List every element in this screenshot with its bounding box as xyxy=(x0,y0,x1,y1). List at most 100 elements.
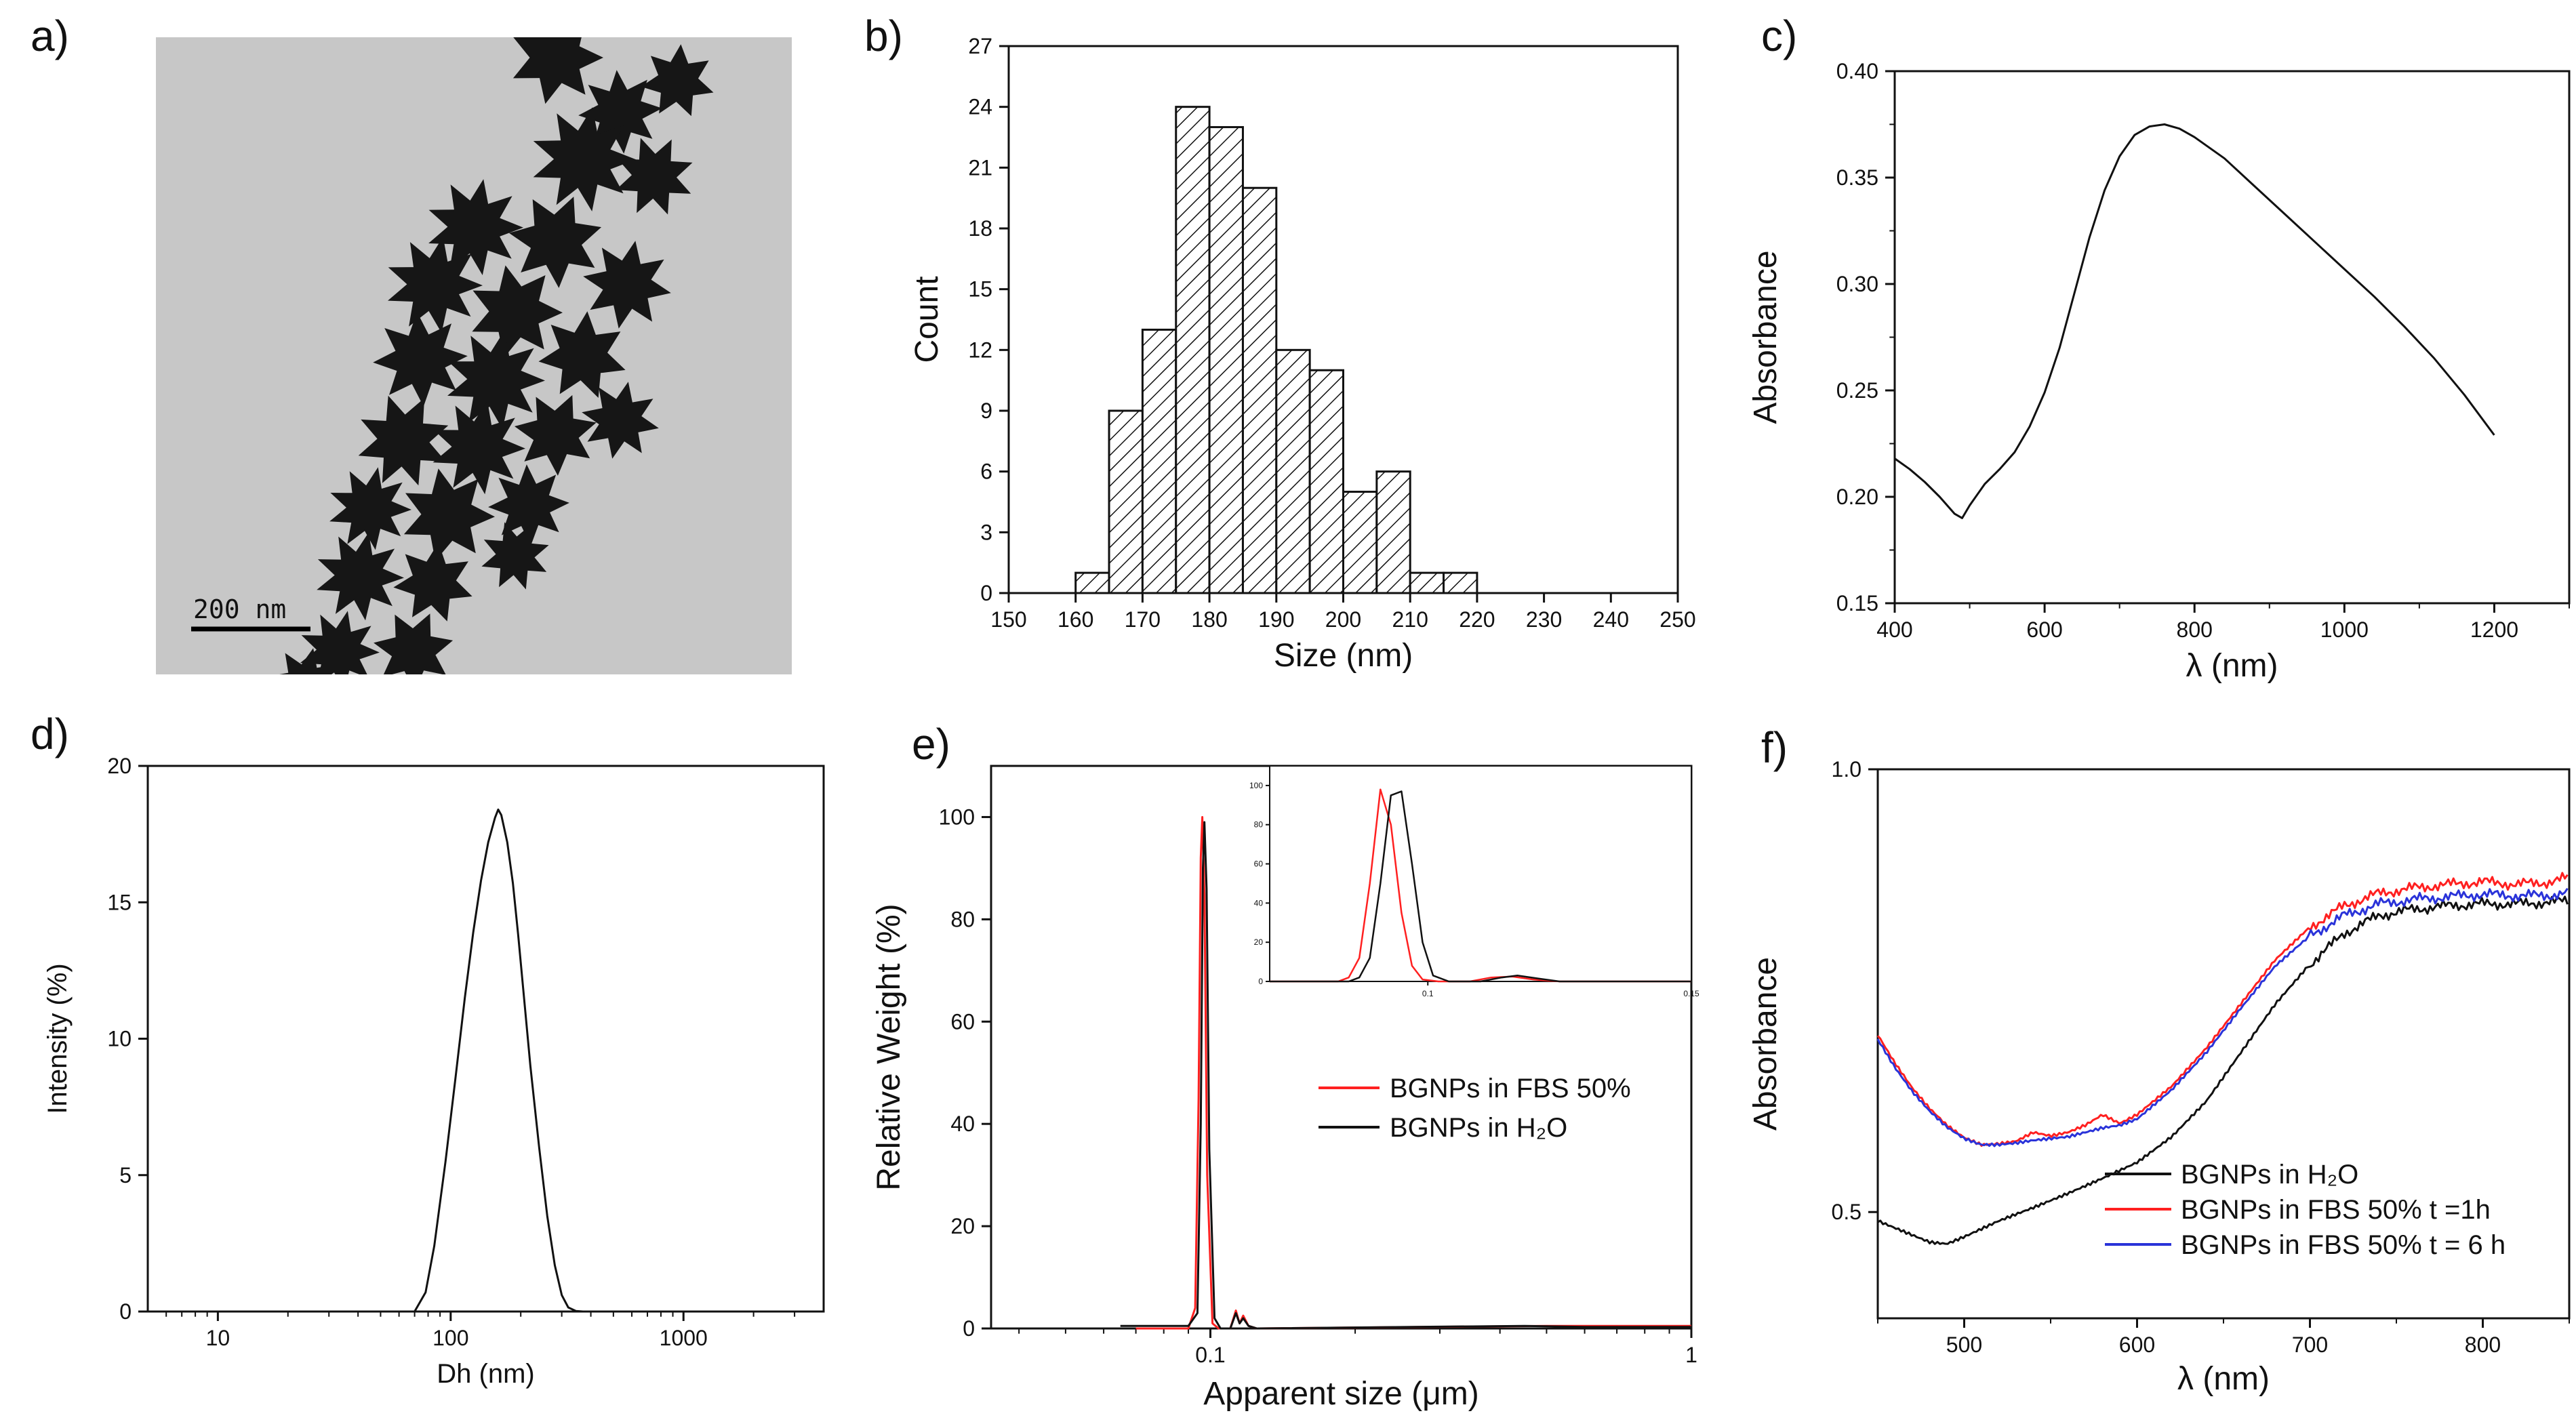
y-tick-label: 24 xyxy=(968,95,992,119)
nanostar xyxy=(641,44,714,117)
panel-d-label: d) xyxy=(31,710,69,758)
nanostar xyxy=(279,648,337,674)
legend-label: BGNPs in FBS 50% xyxy=(1390,1074,1631,1103)
x-tick-label: 1 xyxy=(1685,1343,1697,1367)
histogram-bar xyxy=(1074,571,1110,594)
x-tick-label: 250 xyxy=(1659,607,1695,632)
inset-x-tick-label: 0.1 xyxy=(1422,989,1434,998)
nanostar-cluster xyxy=(279,37,714,674)
x-tick-label: 220 xyxy=(1459,607,1495,632)
legend-label: BGNPs in H₂O xyxy=(2181,1160,2358,1190)
x-axis-label: λ (nm) xyxy=(2186,648,2278,684)
x-tick-label: 200 xyxy=(1325,607,1361,632)
inset-water-line xyxy=(1270,790,1691,983)
y-tick-label: 60 xyxy=(950,1009,975,1034)
x-tick-label: 240 xyxy=(1593,607,1629,632)
nanostar xyxy=(358,395,449,486)
x-axis-label: Dh (nm) xyxy=(437,1359,534,1389)
nanostar xyxy=(393,542,472,622)
fbs-1h-line xyxy=(1876,872,2569,1147)
y-tick-label: 0.20 xyxy=(1836,485,1878,509)
histogram-bar xyxy=(1443,571,1478,594)
x-tick-label: 150 xyxy=(990,607,1026,632)
nanostar xyxy=(329,467,411,550)
histogram-bar xyxy=(1275,348,1311,594)
x-tick-label: 180 xyxy=(1191,607,1227,632)
nanostar xyxy=(374,613,454,674)
y-tick-label: 0.35 xyxy=(1836,165,1878,190)
y-axis-label: Intensity (%) xyxy=(43,963,73,1114)
nanostar xyxy=(578,70,662,154)
nanostar xyxy=(373,312,468,407)
nanostar xyxy=(538,311,626,398)
x-tick-label: 800 xyxy=(2465,1333,2501,1357)
y-tick-label: 0.40 xyxy=(1836,59,1878,83)
histogram-bar xyxy=(1208,126,1244,594)
nanostar xyxy=(583,241,671,329)
legend-label: BGNPs in FBS 50% t = 6 h xyxy=(2181,1230,2505,1260)
nanostar xyxy=(317,532,404,621)
x-tick-label: 0.1 xyxy=(1195,1343,1225,1367)
y-tick-label: 100 xyxy=(939,805,975,829)
panel-c-label: c) xyxy=(1761,12,1797,60)
y-tick-label: 0 xyxy=(963,1316,975,1341)
tem-micrograph: 200 nm xyxy=(156,37,792,674)
x-tick-label: 1200 xyxy=(2470,617,2518,642)
histogram-bar xyxy=(1409,571,1445,594)
water-abs-line xyxy=(1877,895,2569,1245)
y-axis-label: Count xyxy=(909,276,945,363)
panel-f-label: f) xyxy=(1761,723,1788,772)
x-tick-label: 800 xyxy=(2177,617,2213,642)
y-tick-label: 40 xyxy=(950,1112,975,1136)
y-tick-label: 6 xyxy=(980,460,992,484)
x-tick-label: 160 xyxy=(1058,607,1093,632)
nanostar xyxy=(428,179,523,275)
y-tick-label: 15 xyxy=(107,890,132,914)
x-tick-label: 1000 xyxy=(660,1326,708,1350)
dls-intensity: 10 100 1000 0 5 10 15 20 Dh (nm) Intensity (%) xyxy=(43,754,825,1389)
inset-y-tick-label: 40 xyxy=(1254,898,1264,908)
histogram-bar xyxy=(1108,409,1144,594)
y-tick-label: 0.5 xyxy=(1832,1200,1861,1224)
y-tick-label: 0.15 xyxy=(1836,591,1878,615)
histogram-bar xyxy=(1308,369,1345,594)
nanostar xyxy=(388,237,483,333)
y-tick-label: 15 xyxy=(968,277,992,302)
nanostar xyxy=(403,468,495,561)
nanostar xyxy=(447,330,545,430)
nanostar xyxy=(472,265,563,358)
histogram-bar xyxy=(1141,328,1178,594)
y-axis-label: Absorbance xyxy=(1748,250,1784,424)
y-tick-label: 20 xyxy=(107,754,132,778)
histogram-size: 150 160 170 180 190 200 210 220 230 240 250 0 3 6 9 12 1… xyxy=(909,34,1696,674)
y-tick-label: 12 xyxy=(968,338,992,362)
y-axis-label: Absorbance xyxy=(1748,957,1784,1131)
nanostar xyxy=(432,401,525,495)
y-tick-label: 0.30 xyxy=(1836,272,1878,296)
plot-frame xyxy=(1893,70,2571,605)
plot-frame xyxy=(146,765,825,1313)
y-tick-label: 1.0 xyxy=(1832,757,1861,781)
spectrum-line xyxy=(1894,123,2495,519)
nanostar xyxy=(582,382,659,459)
x-tick-label: 1000 xyxy=(2320,617,2369,642)
x-tick-label: 170 xyxy=(1125,607,1161,632)
inset-fbs-line xyxy=(1270,788,1691,983)
legend-label: BGNPs in H₂O xyxy=(1390,1113,1567,1143)
y-tick-label: 5 xyxy=(119,1163,132,1187)
water-line xyxy=(1120,821,1691,1330)
inset-x-tick-label: 0.15 xyxy=(1683,989,1699,998)
nanostar xyxy=(616,138,693,215)
nanostar xyxy=(300,611,380,674)
x-axis-label: Apparent size (μm) xyxy=(1203,1376,1478,1412)
histogram-bar xyxy=(1241,186,1278,594)
x-tick-label: 100 xyxy=(432,1326,468,1350)
inset-frame xyxy=(1269,765,1692,982)
inset-y-tick-label: 20 xyxy=(1254,937,1264,947)
inset-y-tick-label: 60 xyxy=(1254,859,1264,869)
nanostar xyxy=(512,37,603,104)
absorbance-stability: 500 600 700 800 0.5 1.0 λ (nm) Absorbance BGNPs … xyxy=(1748,757,2571,1397)
histogram-bar xyxy=(1375,470,1411,594)
y-tick-label: 10 xyxy=(107,1027,132,1051)
